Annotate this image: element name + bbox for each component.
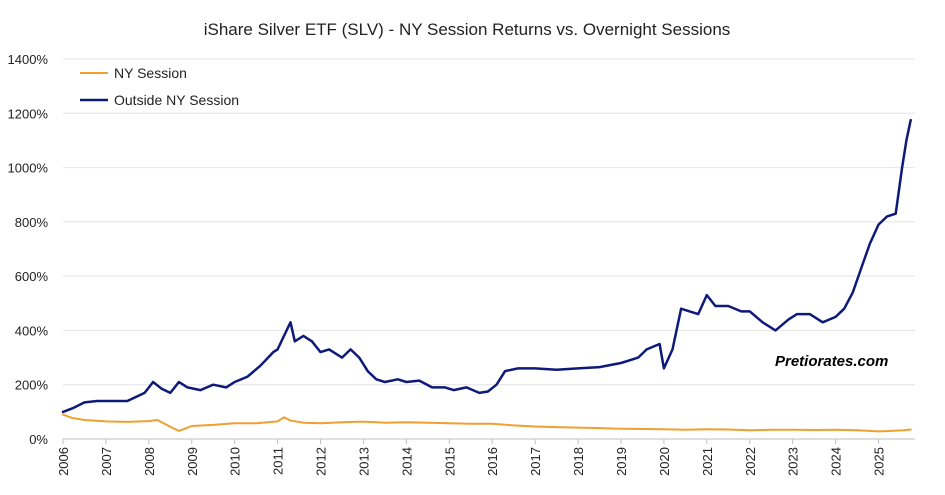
y-tick-label: 200% [15,378,49,393]
x-tick-label: 2008 [142,447,157,476]
x-tick-label: 2021 [700,447,715,476]
x-tick-label: 2006 [56,447,71,476]
x-tick-label: 2024 [829,447,844,476]
series-lines [61,118,912,433]
y-tick-label: 1400% [8,52,49,67]
x-tick-label: 2012 [314,447,329,476]
legend: NY Session Outside NY Session [80,65,239,108]
x-tick-label: 2015 [442,447,457,476]
legend-label-ny-session: NY Session [114,65,187,81]
y-tick-label: 400% [15,323,49,338]
watermark-text: Pretiorates.com [775,353,888,370]
x-tick-label: 2020 [657,447,672,476]
x-tick-label: 2018 [571,447,586,476]
x-tick-label: 2019 [614,447,629,476]
x-tick-label: 2013 [356,447,371,476]
x-tick-label: 2025 [872,447,887,476]
legend-label-outside-ny-session: Outside NY Session [114,92,239,108]
y-tick-label: 0% [29,432,48,447]
y-tick-label: 1000% [8,161,49,176]
x-tick-label: 2007 [99,447,114,476]
x-tick-label: 2010 [228,447,243,476]
y-tick-label: 600% [15,269,49,284]
series-line-outside-ny-session [61,118,912,414]
x-tick-label: 2016 [485,447,500,476]
series-line-ny-session [62,413,912,433]
y-tick-label: 800% [15,215,49,230]
x-tick-label: 2009 [185,447,200,476]
x-tick-label: 2023 [786,447,801,476]
y-tick-label: 1200% [8,106,49,121]
chart-title: iShare Silver ETF (SLV) - NY Session Ret… [204,20,731,39]
x-tick-label: 2017 [528,447,543,476]
y-axis-ticks: 0% 200% 400% 600% 800% 1000% 1200% 1400% [8,52,49,447]
x-tick-label: 2014 [399,447,414,476]
x-axis-ticks: 2006 2007 2008 2009 2010 2011 2012 2013 2014 2015… [56,439,887,476]
x-tick-label: 2022 [743,447,758,476]
gridlines [63,58,915,386]
x-tick-label: 2011 [271,447,286,475]
